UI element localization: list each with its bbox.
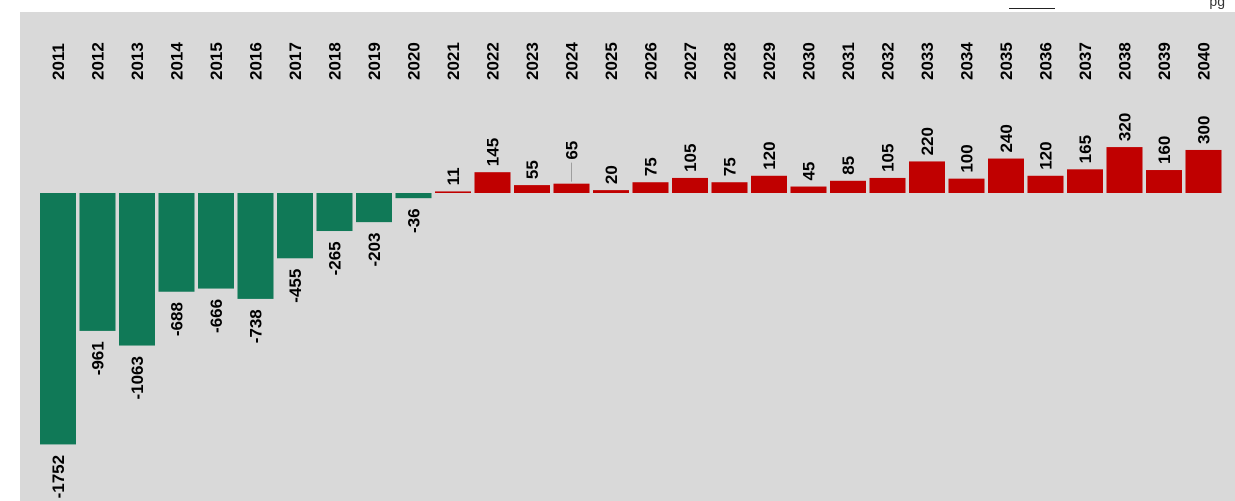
value-label-2016: -738 [247, 309, 266, 343]
bar-2037 [1067, 169, 1103, 193]
year-label-2038: 2038 [1116, 42, 1135, 80]
bar-2030 [790, 186, 827, 193]
value-labels-group: -1752 -961 -1063 -688 -666 -738 -455 -265 -203 -3… [49, 113, 1214, 499]
year-label-2024: 2024 [563, 42, 582, 80]
bar-2031 [830, 180, 866, 193]
value-label-2018: -265 [326, 241, 345, 275]
year-label-2022: 2022 [484, 42, 503, 80]
bar-chart: 2011 2012 2013 2014 2015 2016 2017 2018 2019 2020… [20, 12, 1235, 501]
bar-2012 [79, 193, 116, 331]
year-label-2017: 2017 [286, 42, 305, 80]
header-fragment-text: pg [1209, 0, 1225, 9]
value-label-2036: 120 [1037, 141, 1056, 169]
value-label-2020: -36 [405, 208, 424, 233]
value-label-2012: -961 [89, 341, 108, 375]
year-label-2028: 2028 [721, 42, 740, 80]
bar-2035 [988, 158, 1024, 193]
bar-2029 [751, 175, 787, 193]
bar-2015 [198, 193, 234, 289]
bar-2026 [632, 182, 669, 193]
bar-2017 [277, 193, 313, 259]
value-label-2037: 165 [1076, 135, 1095, 163]
bar-2027 [672, 177, 708, 193]
bar-2011 [40, 193, 76, 445]
header-underline [1009, 8, 1055, 9]
bar-2021 [435, 191, 471, 193]
value-label-2034: 100 [958, 144, 977, 172]
value-label-2025: 20 [602, 165, 621, 184]
value-label-2031: 85 [839, 156, 858, 175]
chart-area: 2011 2012 2013 2014 2015 2016 2017 2018 2019 2020… [20, 12, 1235, 501]
bar-2024 [553, 183, 590, 193]
value-label-2029: 120 [760, 141, 779, 169]
year-label-2031: 2031 [839, 42, 858, 80]
bar-2039 [1146, 170, 1182, 193]
bar-2036 [1027, 175, 1064, 193]
year-label-2036: 2036 [1037, 42, 1056, 80]
year-label-2034: 2034 [958, 42, 977, 80]
bar-2023 [514, 185, 550, 193]
value-label-2039: 160 [1155, 136, 1174, 164]
year-label-2027: 2027 [681, 42, 700, 80]
value-label-2021: 11 [444, 167, 463, 185]
value-label-2040: 300 [1195, 116, 1214, 144]
value-label-2030: 45 [800, 162, 819, 181]
value-label-2032: 105 [879, 144, 898, 172]
year-label-2037: 2037 [1076, 42, 1095, 80]
bar-2014 [158, 193, 195, 292]
value-label-2028: 75 [721, 157, 740, 176]
year-label-2040: 2040 [1195, 42, 1214, 80]
bar-2016 [237, 193, 274, 299]
year-label-2015: 2015 [207, 42, 226, 80]
bar-2032 [869, 177, 906, 193]
year-label-2018: 2018 [326, 42, 345, 80]
year-label-2023: 2023 [523, 42, 542, 80]
year-label-2032: 2032 [879, 42, 898, 80]
bar-2022 [474, 172, 511, 193]
bar-2019 [356, 193, 392, 223]
value-label-2014: -688 [168, 302, 187, 336]
value-label-2038: 320 [1116, 113, 1135, 141]
year-label-2021: 2021 [444, 42, 463, 80]
bar-2018 [316, 193, 353, 232]
bar-2025 [593, 190, 629, 193]
bar-2034 [948, 178, 985, 193]
year-label-2026: 2026 [642, 42, 661, 80]
year-label-2014: 2014 [168, 42, 187, 80]
value-label-2035: 240 [997, 124, 1016, 152]
value-label-2023: 55 [523, 160, 542, 179]
value-label-2017: -455 [286, 269, 305, 303]
year-label-2030: 2030 [800, 42, 819, 80]
bar-2028 [711, 182, 748, 193]
bar-2040 [1185, 149, 1222, 193]
value-label-2015: -666 [207, 299, 226, 333]
year-label-2012: 2012 [89, 42, 108, 80]
year-labels-group: 2011 2012 2013 2014 2015 2016 2017 2018 2019 2020… [49, 42, 1214, 80]
value-label-2011: -1752 [49, 455, 68, 498]
bar-2038 [1106, 147, 1143, 193]
value-label-2019: -203 [365, 232, 384, 266]
value-label-2013: -1063 [128, 356, 147, 399]
value-label-2026: 75 [642, 157, 661, 176]
value-label-2027: 105 [681, 144, 700, 172]
bars-group [40, 147, 1222, 445]
year-label-2013: 2013 [128, 42, 147, 80]
year-label-2029: 2029 [760, 42, 779, 80]
year-label-2033: 2033 [918, 42, 937, 80]
value-label-2024: 65 [563, 141, 582, 160]
bar-2033 [909, 161, 945, 193]
value-label-2033: 220 [918, 127, 937, 155]
year-label-2035: 2035 [997, 42, 1016, 80]
year-label-2011: 2011 [49, 43, 68, 80]
year-label-2016: 2016 [247, 42, 266, 80]
year-label-2019: 2019 [365, 42, 384, 80]
header-strip: pg [0, 0, 1235, 12]
bar-2020 [395, 193, 432, 199]
year-label-2039: 2039 [1155, 42, 1174, 80]
year-label-2020: 2020 [405, 42, 424, 80]
year-label-2025: 2025 [602, 42, 621, 80]
bar-2013 [119, 193, 155, 346]
value-label-2022: 145 [484, 138, 503, 166]
